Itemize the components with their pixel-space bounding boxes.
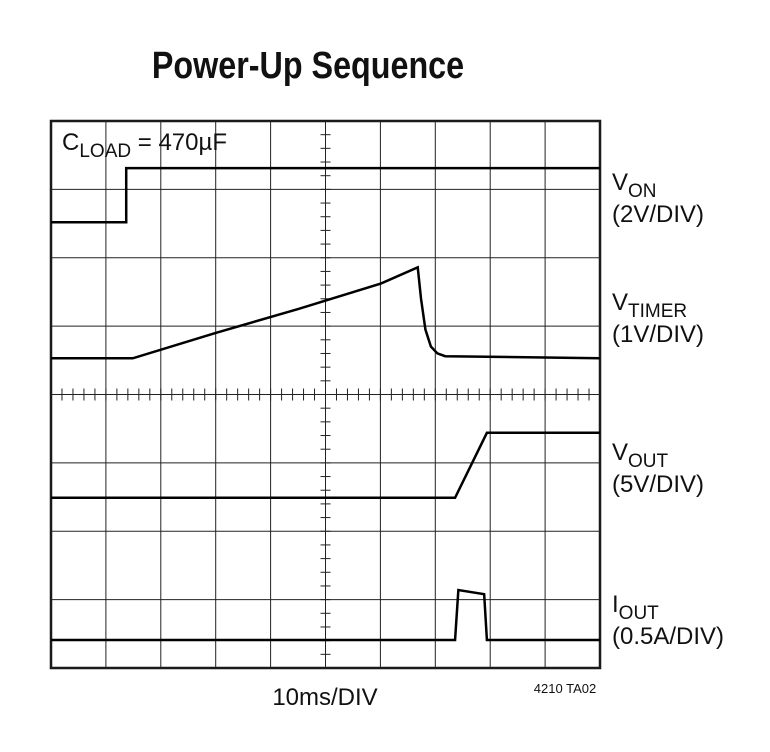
trace (51, 166, 600, 224)
trace-scale: (1V/DIV) (612, 321, 704, 348)
trace-label: VON (612, 169, 657, 202)
trace-label: VOUT (612, 439, 669, 472)
annotation: CLOAD = 470µF (62, 129, 227, 162)
trace-label-name: I (612, 591, 619, 618)
annotation-subscript: LOAD (79, 141, 131, 162)
trace-label-subscript: ON (628, 181, 657, 202)
traces (51, 166, 601, 642)
trace-label-subscript: TIMER (628, 301, 687, 322)
chart-title: Power-Up Sequence (152, 45, 464, 87)
trace-scale: (5V/DIV) (612, 471, 704, 498)
trace-label-subscript: OUT (619, 603, 660, 624)
trace-scale: (2V/DIV) (612, 201, 704, 228)
trace-label-subscript: OUT (628, 451, 669, 472)
trace (51, 265, 601, 360)
trace (51, 431, 600, 499)
trace-label-name: V (612, 289, 628, 316)
trace-label-name: V (612, 169, 628, 196)
trace-label-name: V (612, 439, 628, 466)
trace-label: VTIMER (612, 289, 687, 322)
trace-label: IOUT (612, 591, 659, 624)
figure-id: 4210 TA02 (534, 681, 596, 696)
annotation-text: = 470µF (131, 129, 227, 156)
grid (50, 120, 601, 669)
trace (51, 588, 600, 642)
trace-labels: VON(2V/DIV)VTIMER(1V/DIV)VOUT(5V/DIV)IOU… (612, 169, 724, 650)
x-axis-label: 10ms/DIV (272, 684, 377, 711)
trace-scale: (0.5A/DIV) (612, 623, 724, 650)
annotation-name: C (62, 129, 79, 156)
